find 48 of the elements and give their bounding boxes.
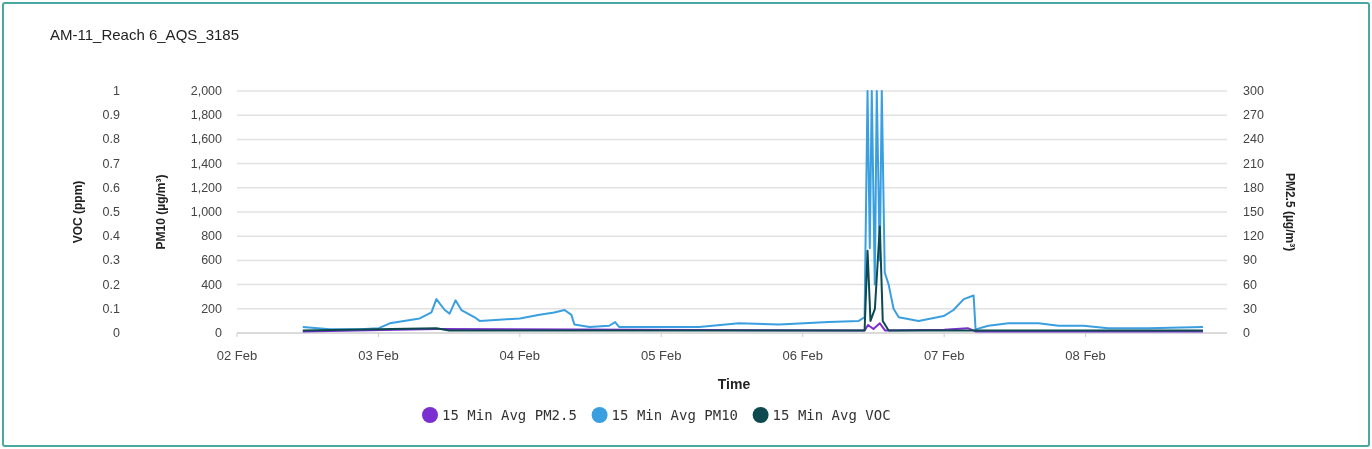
- y2-tick-label: 120: [1243, 229, 1264, 244]
- y3-tick-label: 1,000: [190, 205, 223, 219]
- legend-label: 15 Min Avg PM10: [611, 407, 739, 423]
- y-tick-label: 0.9: [102, 108, 121, 123]
- y-tick-label: 0.5: [102, 205, 121, 219]
- y-tick-label: 0.3: [102, 253, 121, 268]
- y2-tick-label: 60: [1243, 277, 1257, 292]
- chart-title: AM-11_Reach 6_AQS_3185: [50, 26, 240, 43]
- legend-label: 15 Min Avg VOC: [772, 407, 891, 423]
- y-tick-label: 0.2: [102, 277, 121, 292]
- x-tick-label: 06 Feb: [782, 348, 823, 363]
- y3-tick-label: 400: [201, 277, 223, 292]
- y2-axis-title: PM2.5 (µg/m³): [1283, 172, 1297, 252]
- x-tick-label: 08 Feb: [1065, 348, 1106, 363]
- y3-tick-label: 600: [201, 253, 223, 268]
- x-tick-label: 02 Feb: [216, 348, 258, 363]
- y3-axis-title: PM10 (µg/m³): [154, 174, 168, 250]
- y-tick-label: 0.6: [102, 180, 121, 195]
- y-tick-label: 0.7: [102, 156, 121, 171]
- x-axis-title: Time: [717, 376, 751, 392]
- legend-label: 15 Min Avg PM2.5: [442, 407, 577, 423]
- y3-tick-label: 0: [215, 326, 223, 340]
- y2-tick-label: 90: [1243, 253, 1257, 268]
- y3-tick-label: 2,000: [190, 84, 223, 98]
- y-tick-label: 0.4: [102, 229, 121, 244]
- y2-tick-label: 0: [1243, 326, 1250, 340]
- y-tick-label: 0.1: [102, 301, 121, 316]
- x-tick-label: 07 Feb: [923, 348, 965, 363]
- y3-tick-label: 1,600: [190, 132, 223, 147]
- y2-tick-label: 210: [1243, 156, 1264, 171]
- y-tick-label: 1: [113, 84, 121, 98]
- y2-tick-label: 300: [1243, 84, 1264, 98]
- y3-tick-label: 1,800: [190, 108, 223, 123]
- y2-tick-label: 30: [1243, 301, 1257, 316]
- x-tick-label: 04 Feb: [499, 348, 541, 363]
- y-tick-label: 0: [113, 326, 121, 340]
- x-tick-label: 05 Feb: [641, 348, 682, 363]
- y3-tick-label: 200: [201, 301, 223, 316]
- x-tick-label: 03 Feb: [358, 348, 399, 363]
- y3-tick-label: 800: [201, 229, 223, 244]
- y2-tick-label: 240: [1243, 132, 1264, 147]
- y2-tick-label: 180: [1243, 180, 1264, 195]
- y-axis-title: VOC (ppm): [71, 180, 85, 244]
- y-tick-label: 0.8: [102, 132, 121, 147]
- y3-tick-label: 1,400: [190, 156, 223, 171]
- y2-tick-label: 150: [1243, 205, 1264, 219]
- y2-tick-label: 270: [1243, 108, 1264, 123]
- y3-tick-label: 1,200: [190, 180, 223, 195]
